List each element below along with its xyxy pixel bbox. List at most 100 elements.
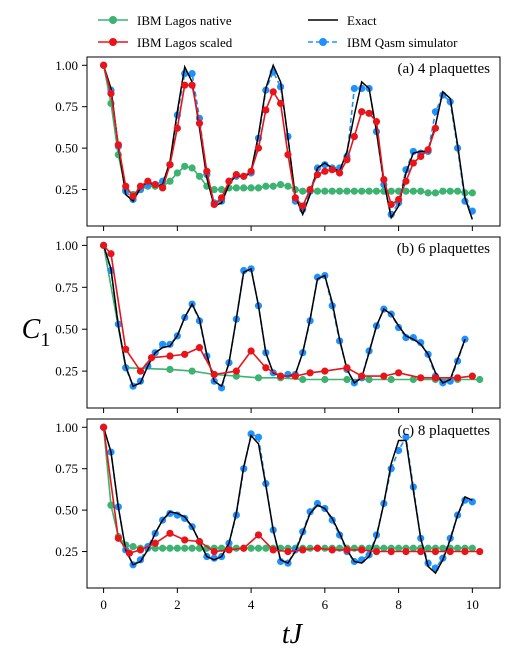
- point-native: [468, 544, 476, 552]
- point-scaled: [350, 132, 358, 141]
- point-scaled: [321, 367, 329, 375]
- point-native: [343, 375, 351, 384]
- point-scaled: [394, 195, 403, 204]
- point-scaled: [181, 536, 189, 544]
- point-native: [284, 182, 292, 190]
- point-native: [328, 187, 336, 195]
- point-scaled: [321, 167, 329, 175]
- point-scaled: [136, 182, 145, 190]
- point-native: [232, 372, 240, 380]
- y-tick-label: 0.75: [55, 280, 78, 295]
- point-scaled: [276, 99, 285, 107]
- point-native: [173, 169, 181, 177]
- point-native: [431, 189, 440, 197]
- series-line-scaled: [102, 427, 480, 555]
- point-qasm: [402, 333, 410, 342]
- point-scaled: [240, 544, 248, 552]
- point-native: [299, 375, 307, 384]
- point-scaled: [387, 200, 395, 209]
- point-scaled: [217, 194, 226, 202]
- point-native: [247, 184, 255, 192]
- point-native: [166, 544, 174, 552]
- point-native: [343, 187, 351, 195]
- point-scaled: [262, 106, 270, 114]
- point-native: [365, 375, 373, 384]
- point-scaled: [203, 167, 211, 175]
- point-native: [195, 172, 204, 180]
- point-qasm: [446, 377, 454, 385]
- point-scaled: [284, 151, 292, 159]
- point-scaled: [166, 529, 174, 537]
- point-qasm: [158, 340, 167, 348]
- y-tick-label: 1.00: [55, 58, 78, 73]
- point-scaled: [144, 177, 152, 185]
- legend-entry-scaled: IBM Lagos scaled: [98, 35, 233, 50]
- point-native: [166, 177, 174, 185]
- point-scaled: [299, 546, 307, 554]
- point-scaled: [166, 161, 174, 169]
- panel-2: 0.25 0.50 0.75 1.00 (b) 6 plaquettes: [55, 236, 501, 413]
- point-scaled: [335, 169, 344, 177]
- y-tick-label: 0.25: [55, 182, 78, 197]
- point-native: [240, 184, 248, 192]
- point-scaled: [446, 547, 454, 556]
- point-scaled: [240, 172, 248, 180]
- series-line-qasm: [102, 245, 466, 390]
- point-native: [181, 544, 189, 552]
- point-native: [476, 375, 484, 384]
- y-tick-label: 1.00: [55, 420, 78, 435]
- point-scaled: [343, 546, 351, 554]
- panel-1: 0.25 0.50 0.75 1.00 (a) 4 plaquettes: [55, 56, 501, 231]
- point-native: [350, 187, 358, 195]
- point-native: [313, 187, 322, 195]
- point-qasm: [166, 509, 174, 518]
- point-qasm: [313, 273, 322, 281]
- point-native: [254, 374, 263, 382]
- point-scaled: [232, 171, 240, 179]
- panel-label: (c) 8 plaquettes: [398, 423, 491, 439]
- point-native: [409, 187, 417, 195]
- point-scaled: [136, 546, 145, 554]
- point-native: [181, 162, 189, 170]
- point-qasm: [306, 508, 314, 516]
- point-scaled: [136, 367, 145, 375]
- legend-entry-qasm: IBM Qasm simulator: [308, 35, 458, 50]
- series-line-exact: [102, 427, 473, 575]
- legend: IBM Lagos native Exact IBM Lagos scaled …: [98, 13, 458, 50]
- panel-label: (a) 4 plaquettes: [398, 61, 491, 77]
- point-scaled: [210, 200, 218, 209]
- point-scaled: [284, 547, 292, 556]
- y-axis-symbol: C: [22, 314, 41, 345]
- point-native: [409, 375, 417, 384]
- point-scaled: [402, 547, 410, 556]
- point-native: [409, 544, 417, 552]
- y-axis-subscript: 1: [40, 329, 50, 351]
- point-scaled: [210, 370, 218, 379]
- point-scaled: [262, 364, 270, 372]
- point-scaled: [181, 350, 189, 358]
- legend-marker-native: [109, 16, 117, 24]
- point-native: [210, 185, 218, 194]
- point-scaled: [313, 171, 322, 179]
- point-scaled: [299, 202, 307, 210]
- point-scaled: [99, 241, 108, 249]
- legend-entry-exact: Exact: [308, 13, 377, 28]
- panel-label: (b) 6 plaquettes: [397, 241, 490, 257]
- point-scaled: [225, 177, 233, 185]
- point-scaled: [313, 544, 322, 552]
- point-native: [439, 544, 447, 552]
- point-scaled: [247, 347, 255, 355]
- point-native: [335, 187, 344, 195]
- point-native: [129, 542, 137, 551]
- y-tick-label: 0.25: [55, 364, 78, 379]
- point-scaled: [147, 354, 156, 362]
- point-native: [380, 544, 388, 552]
- y-tick-label: 0.25: [55, 544, 78, 559]
- legend-entry-native: IBM Lagos native: [98, 13, 232, 28]
- point-scaled: [291, 372, 299, 380]
- point-native: [372, 187, 381, 195]
- point-native: [188, 544, 196, 552]
- point-scaled: [158, 184, 167, 192]
- point-scaled: [269, 88, 277, 96]
- point-native: [439, 187, 447, 195]
